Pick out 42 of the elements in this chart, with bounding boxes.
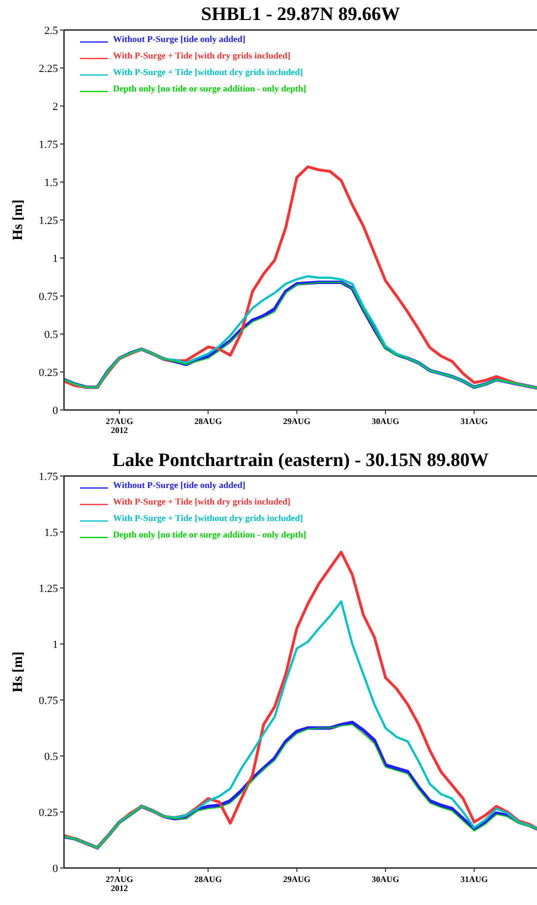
x-tick-label: 31AUG (460, 416, 488, 426)
x-tick-label: 30AUG (372, 874, 400, 884)
x-tick-label: 28AUG (194, 874, 222, 884)
y-tick-label: 0.75 (38, 291, 58, 303)
legend-label: With P-Surge + Tide [without dry grids included] (113, 67, 303, 77)
legend-label: Without P-Surge [tide only added] (113, 34, 246, 44)
legend-label: Depth only [no tide or surge addition - only depth] (113, 84, 306, 94)
y-axis-title: Hs [m] (11, 200, 26, 240)
y-tick-label: 0.25 (38, 367, 58, 379)
y-tick-label: 2.5 (44, 25, 58, 37)
x-tick-label: 28AUG (194, 416, 222, 426)
x-tick-label: 30AUG (372, 416, 400, 426)
legend-label: Depth only [no tide or surge addition - only depth] (113, 530, 306, 540)
y-tick-label: 1.75 (38, 139, 58, 151)
chart-title: SHBL1 - 29.87N 89.66W (201, 4, 400, 25)
y-tick-label: 0.5 (44, 329, 58, 341)
chart-title: Lake Pontchartrain (eastern) - 30.15N 89.80W (112, 450, 489, 471)
y-tick-label: 0 (52, 863, 58, 875)
legend-label: With P-Surge + Tide [without dry grids included] (113, 513, 303, 523)
y-tick-label: 1.25 (38, 215, 58, 227)
y-tick-label: 0.75 (38, 695, 58, 707)
legend-label: With P-Surge + Tide [with dry grids included] (113, 50, 290, 60)
legend-label: Without P-Surge [tide only added] (113, 480, 246, 490)
x-tick-label: 29AUG (283, 874, 311, 884)
y-tick-label: 2.25 (38, 63, 58, 75)
y-tick-label: 2 (52, 101, 58, 113)
x-tick-label: 27AUG 2012 (106, 416, 134, 435)
y-tick-label: 0.25 (38, 807, 58, 819)
y-tick-label: 0 (52, 405, 58, 417)
x-tick-label: 27AUG 2012 (106, 874, 134, 893)
legend-label: With P-Surge + Tide [with dry grids included] (113, 496, 290, 506)
line-series (64, 600, 537, 849)
x-tick-label: 31AUG (460, 874, 488, 884)
y-tick-label: 1.5 (44, 527, 58, 539)
y-tick-label: 1 (52, 639, 58, 651)
y-tick-label: 1.5 (44, 177, 58, 189)
x-tick-label: 29AUG (283, 416, 311, 426)
y-tick-label: 1 (52, 253, 58, 265)
y-tick-label: 1.25 (38, 583, 58, 595)
y-axis-title: Hs [m] (11, 652, 26, 692)
y-tick-label: 1.75 (38, 471, 58, 483)
y-tick-label: 0.5 (44, 751, 58, 763)
